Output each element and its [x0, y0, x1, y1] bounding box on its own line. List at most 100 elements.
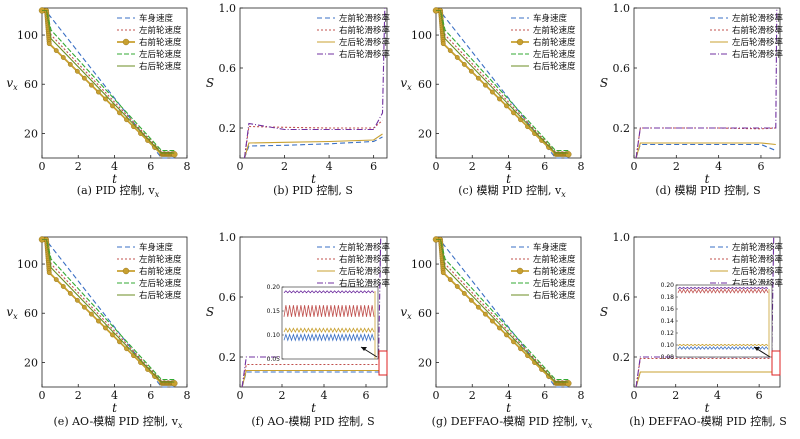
- series-marker: [447, 48, 453, 53]
- series-marker: [440, 41, 446, 47]
- x-tick-label: 6: [370, 160, 377, 173]
- x-tick-label: 0: [39, 389, 46, 402]
- series-marker: [511, 339, 516, 345]
- series-marker: [67, 291, 73, 296]
- y-axis-label: vx: [400, 305, 412, 321]
- legend-label: 左后轮滑移率: [339, 37, 391, 48]
- inset-tick-label: 0.15: [267, 308, 281, 315]
- series-marker: [497, 96, 502, 102]
- x-tick-label: 8: [184, 160, 191, 173]
- series-marker: [565, 380, 572, 387]
- series-line: [635, 371, 772, 388]
- x-tick-label: 4: [111, 160, 118, 173]
- series-marker: [497, 325, 502, 331]
- series-marker: [88, 82, 94, 88]
- inset-tick-label: 0.10: [661, 342, 675, 349]
- legend-label: 右前轮速度: [533, 266, 576, 277]
- x-tick-label: 2: [672, 389, 679, 402]
- series-line: [635, 143, 777, 159]
- legend-marker: [516, 267, 524, 275]
- y-tick-label: 1.0: [613, 231, 631, 244]
- legend-label: 右后轮速度: [533, 61, 576, 72]
- series-line: [436, 9, 569, 153]
- legend-label: 左前轮滑移率: [339, 13, 391, 24]
- y-tick-label: 60: [418, 78, 432, 91]
- legend-label: 左后轮滑移率: [339, 266, 391, 277]
- x-tick-label: 6: [541, 389, 548, 402]
- x-tick-label: 0: [433, 160, 440, 173]
- x-tick-label: 0: [631, 160, 638, 173]
- x-tick-label: 2: [673, 160, 680, 173]
- x-tick-label: 0: [237, 389, 244, 402]
- y-tick-label: 100: [411, 258, 432, 271]
- series-marker: [468, 68, 474, 74]
- legend-label: 车身速度: [139, 242, 174, 253]
- x-tick-label: 6: [756, 389, 763, 402]
- series-line: [42, 9, 175, 153]
- legend-label: 右后轮滑移率: [339, 278, 391, 289]
- legend-label: 右前轮速度: [533, 37, 576, 48]
- y-tick-label: 1.0: [219, 231, 237, 244]
- y-tick-label: 60: [418, 307, 432, 320]
- y-axis-label: vx: [400, 76, 412, 92]
- y-tick-label: 100: [17, 258, 38, 271]
- legend-label: 左后轮速度: [139, 49, 182, 60]
- series-line: [243, 120, 383, 159]
- x-tick-label: 4: [321, 389, 328, 402]
- x-tick-label: 4: [326, 160, 333, 173]
- x-tick-label: 8: [578, 160, 585, 173]
- inset-line: [677, 346, 769, 350]
- x-tick-label: 8: [184, 389, 191, 402]
- legend-label: 右后轮速度: [139, 61, 182, 72]
- series-marker: [46, 41, 52, 47]
- legend-label: 左后轮速度: [533, 49, 576, 60]
- series-line: [42, 238, 175, 382]
- y-axis-label: S: [206, 76, 214, 90]
- series-marker: [461, 62, 467, 67]
- series-marker: [96, 318, 101, 324]
- x-tick-label: 6: [363, 389, 370, 402]
- series-marker: [88, 311, 94, 317]
- y-tick-label: 0.2: [219, 122, 237, 135]
- series-marker: [110, 332, 115, 338]
- series-line: [436, 9, 569, 154]
- x-tick-label: 8: [578, 389, 585, 402]
- panel-caption: (d) 模糊 PID 控制, S: [655, 183, 760, 197]
- x-axis-label: t: [506, 401, 511, 415]
- series-line: [42, 238, 175, 383]
- y-tick-label: 1.0: [613, 2, 631, 15]
- panel-caption: (g) DEFFAO-模糊 PID 控制, vx: [432, 414, 593, 430]
- plot-frame: [633, 7, 781, 159]
- x-axis-label: t: [112, 401, 117, 415]
- y-tick-label: 0.6: [613, 62, 631, 75]
- series-line: [436, 238, 569, 383]
- legend-label: 车身速度: [139, 13, 174, 24]
- x-tick-label: 4: [505, 389, 512, 402]
- y-tick-label: 100: [17, 29, 38, 42]
- panel-caption: (h) DEFFAO-模糊 PID 控制, S: [629, 414, 787, 428]
- series-marker: [504, 332, 509, 338]
- panel-caption: (e) AO-模糊 PID 控制, vx: [54, 414, 183, 430]
- zoom-arrowhead: [754, 347, 760, 351]
- inset-line: [283, 333, 375, 342]
- x-axis-label: t: [506, 172, 511, 186]
- legend-label: 右前轮速度: [139, 37, 182, 48]
- series-line: [635, 371, 772, 388]
- x-tick-label: 6: [541, 160, 548, 173]
- zoom-box: [378, 350, 388, 376]
- series-marker: [117, 110, 122, 116]
- legend-label: 左前轮滑移率: [732, 242, 784, 253]
- inset-tick-label: 0.08: [661, 354, 675, 361]
- series-marker: [454, 284, 460, 289]
- plot-frame: [633, 236, 781, 388]
- legend-label: 右前轮滑移率: [339, 254, 391, 265]
- plot-frame: [239, 236, 388, 388]
- inset-line: [677, 343, 769, 347]
- legend-marker: [122, 267, 130, 275]
- x-axis-label: t: [705, 401, 710, 415]
- x-tick-label: 6: [147, 160, 154, 173]
- series-marker: [454, 55, 460, 60]
